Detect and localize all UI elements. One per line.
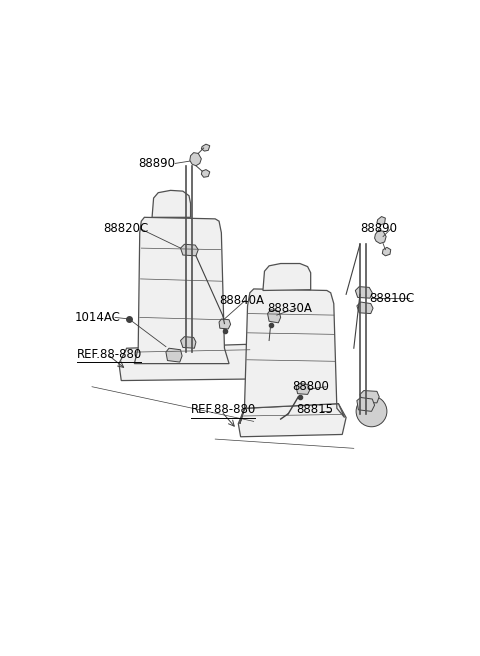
Polygon shape	[374, 230, 386, 243]
Polygon shape	[382, 247, 391, 256]
Polygon shape	[357, 398, 374, 411]
Polygon shape	[240, 289, 345, 424]
Circle shape	[356, 396, 387, 427]
Text: 88890: 88890	[138, 157, 175, 170]
Text: REF.88-880: REF.88-880	[77, 348, 142, 361]
Polygon shape	[201, 170, 210, 177]
Text: 88830A: 88830A	[267, 302, 312, 315]
Polygon shape	[263, 264, 311, 291]
Text: 88840A: 88840A	[219, 294, 264, 307]
Polygon shape	[355, 287, 372, 298]
Polygon shape	[238, 403, 346, 437]
Circle shape	[164, 342, 192, 370]
Text: 88800: 88800	[292, 380, 329, 393]
Text: 88810C: 88810C	[369, 292, 414, 304]
Polygon shape	[267, 310, 281, 323]
Polygon shape	[119, 344, 254, 380]
Polygon shape	[296, 384, 310, 394]
Polygon shape	[219, 319, 230, 329]
Text: 88815: 88815	[296, 403, 333, 417]
Text: 88890: 88890	[360, 222, 397, 236]
Text: REF.88-880: REF.88-880	[191, 403, 256, 417]
Polygon shape	[180, 244, 198, 256]
Text: 88820C: 88820C	[104, 222, 149, 236]
Polygon shape	[134, 217, 229, 363]
Polygon shape	[166, 348, 182, 362]
Polygon shape	[152, 190, 191, 217]
Polygon shape	[377, 216, 385, 225]
Polygon shape	[180, 337, 196, 348]
Text: 1014AC: 1014AC	[75, 311, 121, 324]
Polygon shape	[360, 390, 379, 403]
Polygon shape	[201, 144, 210, 151]
Polygon shape	[190, 153, 201, 166]
Polygon shape	[357, 302, 373, 314]
